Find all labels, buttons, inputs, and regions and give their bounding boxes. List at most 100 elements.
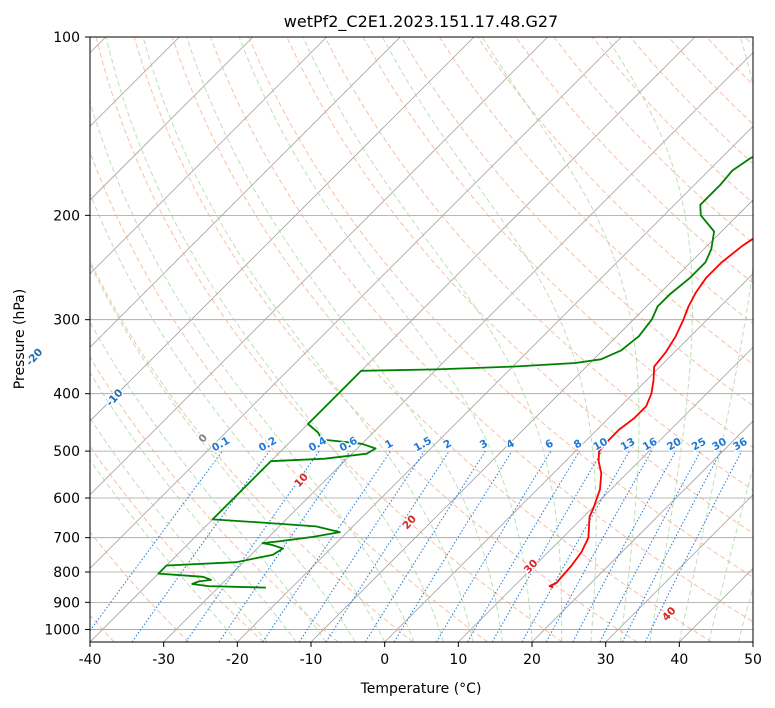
mixing-ratio-line: [364, 450, 486, 642]
isotherm-line: [90, 37, 401, 348]
x-axis-label: Temperature (°C): [360, 681, 482, 697]
dry-adiabat-line: [210, 37, 753, 623]
dry-adiabat-line: [95, 37, 563, 642]
moist-adiabat-line: [737, 585, 753, 642]
plot-frame: [89, 36, 754, 643]
moist-adiabat-line: [90, 417, 268, 642]
mixing-ratio-line: [435, 450, 552, 642]
dry-adiabat-line: [515, 37, 753, 284]
mixing-ratio-label: 2: [442, 437, 454, 451]
moist-adiabat-line: [90, 192, 386, 642]
dry-adiabat-label: -10: [104, 387, 126, 409]
moist-adiabat-line: [481, 37, 640, 642]
y-tick-label: 600: [53, 491, 80, 507]
dry-adiabat-line: [706, 37, 753, 86]
mixing-ratio-line: [325, 450, 450, 642]
mixing-ratio-line: [467, 450, 580, 642]
y-tick-label: 1000: [44, 622, 80, 638]
x-tick-label: 0: [380, 652, 389, 668]
y-axis-label: Pressure (hPa): [12, 289, 28, 389]
mixing-ratio-label: 16: [641, 436, 660, 454]
mixing-ratio-label: 25: [690, 436, 709, 454]
mixing-ratio-line: [393, 450, 513, 642]
mixing-ratio-label: 13: [619, 436, 638, 454]
mixing-ratio-line: [599, 450, 701, 642]
moist-adiabat-line: [708, 465, 753, 642]
moist-adiabat-line: [90, 99, 415, 642]
dry-adiabat-line: [90, 259, 414, 642]
isotherm-line: [237, 125, 753, 642]
dry-adiabat-line: [362, 37, 753, 449]
moist-adiabat-line: [186, 37, 503, 642]
moist-adiabat-line: [238, 37, 533, 642]
mixing-ratio-label: 10: [591, 436, 610, 454]
y-tick-label: 200: [53, 208, 80, 224]
y-tick-label: 100: [53, 30, 80, 46]
dry-adiabat-line: [133, 37, 638, 642]
dry-adiabat-line: [438, 37, 753, 366]
moist-adiabat-line: [606, 37, 693, 642]
moist-adiabat-line: [678, 37, 753, 642]
mixing-ratio-line: [298, 450, 425, 642]
moist-adiabat-line: [90, 262, 356, 642]
y-axis: 100 200 300 400 500 600 700 800 900 1000: [44, 30, 90, 638]
isotherm-line: [531, 420, 753, 642]
chart-line-labels: -100-90-80-70-60-50-40-30-20-10010203040…: [23, 345, 751, 625]
isotherm-line: [90, 37, 548, 496]
dry-adiabat-line: [248, 37, 753, 578]
dry-adiabat-label: 40: [660, 605, 679, 624]
y-tick-label: 800: [53, 565, 80, 581]
dry-adiabat-line: [668, 37, 753, 125]
isotherm-line: [163, 52, 753, 642]
x-tick-label: -40: [79, 652, 102, 668]
y-tick-label: 300: [53, 313, 80, 329]
dry-adiabat-line: [744, 37, 753, 47]
chart-gridlines: [90, 37, 753, 642]
x-tick-label: 40: [670, 652, 688, 668]
dry-adiabat-line: [90, 150, 488, 642]
mixing-ratio-label: 30: [710, 436, 729, 454]
mixing-ratio-line: [521, 450, 630, 642]
moist-adiabat-line: [302, 37, 563, 642]
dry-adiabat-label: 0: [196, 432, 210, 445]
mixing-ratio-line: [218, 450, 351, 642]
dry-adiabat-label: 10: [292, 471, 311, 490]
y-tick-label: 500: [53, 444, 80, 460]
y-tick-label: 400: [53, 387, 80, 403]
x-tick-label: 10: [449, 652, 467, 668]
dry-adiabat-line: [591, 37, 753, 204]
dry-adiabat-label: 20: [400, 513, 419, 532]
mixing-ratio-label: 6: [543, 437, 555, 451]
dewpoint-profile-line: [157, 155, 753, 589]
x-tick-label: -10: [300, 652, 323, 668]
mixing-ratio-line: [185, 450, 320, 642]
dry-adiabat-line: [324, 37, 753, 491]
chart-title: wetPf2_C2E1.2023.151.17.48.G27: [284, 12, 558, 32]
moist-adiabat-line: [90, 321, 327, 642]
mixing-ratio-line: [644, 450, 743, 642]
mixing-ratio-label: 36: [731, 436, 750, 454]
isotherm-line: [605, 494, 753, 642]
moist-adiabat-line: [381, 37, 597, 642]
mixing-ratio-line: [545, 450, 653, 642]
dry-adiabat-line: [90, 445, 264, 642]
dry-adiabat-line: [90, 356, 339, 642]
moist-adiabat-line: [90, 459, 238, 642]
isotherm-line: [458, 346, 753, 642]
mixing-ratio-label: 4: [504, 437, 516, 451]
mixing-ratio-line: [90, 450, 223, 632]
y-tick-label: 900: [53, 595, 80, 611]
mixing-ratio-label: 1: [383, 437, 395, 451]
isotherm-line: [679, 567, 753, 642]
mixing-ratio-line: [572, 450, 677, 642]
isotherm-line: [384, 273, 753, 642]
mixing-ratio-line: [131, 450, 270, 642]
chart-series: [157, 155, 753, 589]
x-tick-label: -30: [152, 652, 175, 668]
x-tick-label: 20: [523, 652, 541, 668]
mixing-ratio-line: [262, 450, 392, 642]
moist-adiabat-line: [105, 37, 445, 642]
isotherm-line: [90, 37, 254, 201]
mixing-ratio-line: [621, 450, 722, 642]
